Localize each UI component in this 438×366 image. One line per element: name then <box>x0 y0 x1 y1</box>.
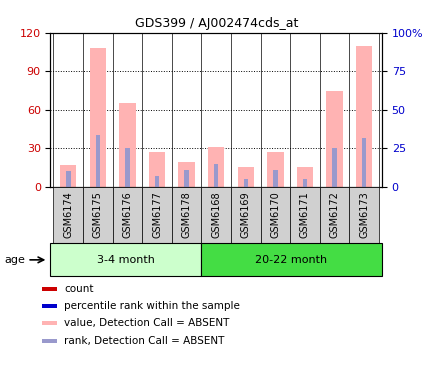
Bar <box>60 165 76 187</box>
Bar <box>42 287 57 291</box>
Text: GSM6169: GSM6169 <box>240 192 250 238</box>
Text: GSM6171: GSM6171 <box>299 192 309 238</box>
Bar <box>154 176 159 187</box>
Text: count: count <box>64 284 93 294</box>
Bar <box>201 187 230 243</box>
Bar <box>296 168 312 187</box>
Bar <box>171 187 201 243</box>
Text: 3-4 month: 3-4 month <box>97 255 155 265</box>
Bar <box>53 187 83 243</box>
Bar <box>42 339 57 343</box>
Bar <box>50 243 201 276</box>
Bar <box>332 148 336 187</box>
Bar <box>213 164 218 187</box>
Bar <box>326 91 342 187</box>
Bar <box>83 187 113 243</box>
Text: GSM6178: GSM6178 <box>181 192 191 238</box>
Bar <box>119 104 135 187</box>
Bar <box>361 138 366 187</box>
Text: percentile rank within the sample: percentile rank within the sample <box>64 301 240 311</box>
Bar <box>95 135 100 187</box>
Text: age: age <box>4 255 25 265</box>
Bar <box>148 152 165 187</box>
Bar <box>178 163 194 187</box>
Bar <box>260 187 290 243</box>
Text: GSM6174: GSM6174 <box>63 192 73 238</box>
Title: GDS399 / AJ002474cds_at: GDS399 / AJ002474cds_at <box>134 17 297 30</box>
Text: 20-22 month: 20-22 month <box>255 255 327 265</box>
Text: GSM6172: GSM6172 <box>329 191 339 239</box>
Bar <box>184 170 188 187</box>
Bar <box>208 147 224 187</box>
Text: GSM6177: GSM6177 <box>152 191 162 239</box>
Bar <box>89 48 106 187</box>
Bar <box>113 187 142 243</box>
Bar <box>349 187 378 243</box>
Bar <box>272 170 277 187</box>
Bar <box>42 304 57 308</box>
Text: GSM6168: GSM6168 <box>211 192 221 238</box>
Text: GSM6173: GSM6173 <box>358 192 368 238</box>
Text: GSM6176: GSM6176 <box>122 192 132 238</box>
Bar <box>125 148 129 187</box>
Bar <box>237 168 253 187</box>
Bar <box>290 187 319 243</box>
Text: value, Detection Call = ABSENT: value, Detection Call = ABSENT <box>64 318 229 328</box>
Bar <box>267 152 283 187</box>
Bar <box>142 187 171 243</box>
Bar <box>42 321 57 325</box>
Bar <box>243 179 247 187</box>
Bar <box>201 243 381 276</box>
Text: GSM6170: GSM6170 <box>270 192 280 238</box>
Bar <box>319 187 349 243</box>
Bar <box>355 46 371 187</box>
Text: rank, Detection Call = ABSENT: rank, Detection Call = ABSENT <box>64 336 224 346</box>
Bar <box>230 187 260 243</box>
Bar <box>302 179 307 187</box>
Bar <box>66 171 71 187</box>
Text: GSM6175: GSM6175 <box>92 191 102 239</box>
